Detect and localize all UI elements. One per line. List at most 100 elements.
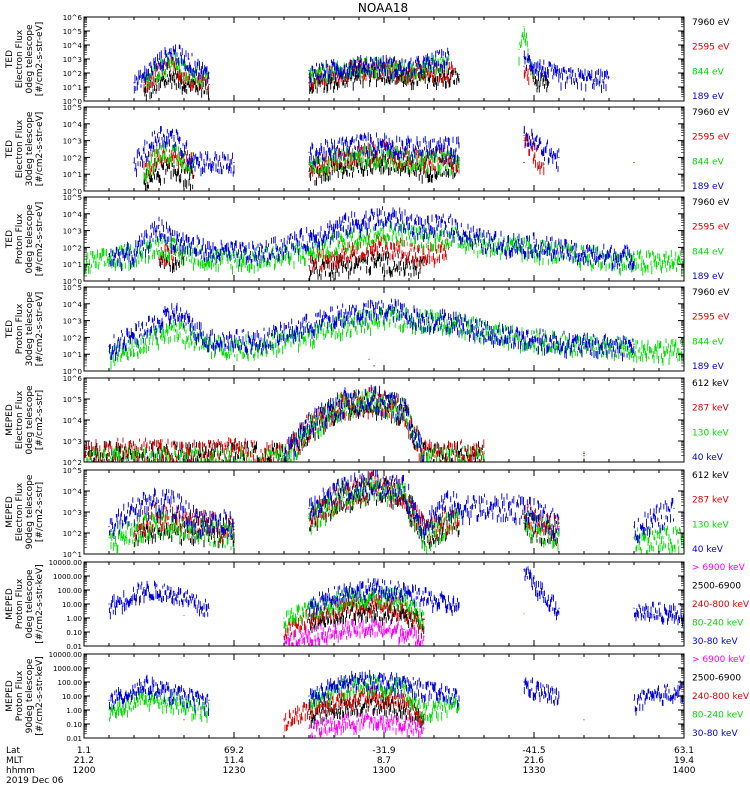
data-point-blue-3: [308, 421, 310, 423]
data-point-blue-8: [458, 603, 460, 605]
y-axis-label-line: TED: [5, 50, 15, 69]
data-point-black-8: [408, 75, 410, 77]
data-point-magenta-3: [343, 627, 345, 629]
x-tick-label-hhmm: 1400: [673, 766, 696, 776]
data-point-green-8: [458, 158, 460, 160]
data-point-blue-2: [158, 224, 160, 227]
data-point-green-4: [308, 516, 310, 518]
data-point-red-3: [343, 603, 345, 605]
legend-entry: 130 keV: [692, 520, 729, 530]
data-point-blue-10: [558, 695, 560, 697]
y-tick-label: 10^2: [63, 154, 82, 162]
y-axis-label: MEPEDElectron Flux90deg telescope[#/cm2-…: [5, 474, 45, 549]
data-point-blue-7: [423, 455, 425, 457]
y-tick-label: 10^5: [63, 467, 82, 475]
y-axis-label-line: Proton Flux: [15, 303, 25, 354]
y-axis-label-line: 30deg telescope: [25, 291, 35, 366]
data-point-blue-2: [173, 691, 175, 693]
data-point-blue-12: [533, 336, 535, 338]
data-point-black-9: [458, 73, 460, 75]
y-tick-label: 10^0: [63, 98, 82, 106]
y-axis-label-line: TED: [5, 230, 15, 249]
panel-6: 10^1 10^2 10^3 10^4 10^5 MEPEDElectron Flux90…: [5, 467, 729, 559]
series-trace-green: [83, 386, 485, 462]
y-tick-label: 1000.00: [53, 665, 82, 673]
x-tick-label-hhmm: 1330: [523, 766, 546, 776]
data-point-black-1: [163, 78, 165, 80]
data-point-blue-3: [208, 607, 210, 609]
data-point-blue-9: [458, 145, 460, 147]
data-point-green-5: [308, 425, 310, 427]
data-point-red-3: [343, 248, 345, 250]
y-tick-label: 1000.00: [53, 573, 82, 581]
panel-frame: [83, 377, 685, 463]
data-point-green-14: [533, 246, 535, 248]
data-point-blue-0: [133, 82, 135, 84]
data-point-red-3: [233, 448, 235, 450]
data-point-red-6: [403, 696, 405, 699]
data-point-blue-6: [358, 141, 360, 143]
data-point-blue-10: [558, 607, 560, 609]
series-trace-blue: [109, 470, 674, 544]
y-tick-label: 10^6: [63, 375, 83, 383]
data-point-blue-15: [633, 253, 635, 255]
data-point-black-2: [373, 699, 375, 701]
y-axis-label-line: MEPED: [5, 404, 15, 436]
data-point-green-6: [383, 151, 385, 153]
data-point-blue-11: [558, 156, 560, 158]
y-tick-label: 0.01: [66, 735, 82, 743]
series-blue: [108, 206, 635, 272]
y-axis-label-line: MEPED: [5, 496, 15, 528]
data-point-green-11: [523, 26, 525, 28]
y-tick-label: 10^3: [63, 56, 82, 64]
y-axis-label-line: [#/cm2-s-str-keV]: [35, 656, 45, 735]
panels: 10^010^110^210^310^410^510^6TEDElectron …: [5, 14, 750, 743]
data-point-green-5: [358, 153, 360, 155]
legend-entry: 80-240 keV: [692, 619, 744, 629]
data-point-green-10: [523, 519, 525, 522]
data-point-green-2: [173, 325, 175, 327]
panel-2: 10^0 10^1 10^2 10^3 10^4 10^5 TEDElectron Flux…: [5, 104, 730, 196]
series-trace-blue: [109, 669, 684, 716]
series-green: [83, 386, 685, 462]
data-point-blue-8: [458, 695, 460, 697]
y-axis-label-line: [#/cm2-s-str-eV]: [35, 202, 45, 277]
y-axis-label-line: 0deg telescope: [25, 204, 35, 274]
data-point-black-3: [403, 705, 405, 707]
y-axis-label-line: [#/cm2-s-str-eV]: [35, 292, 45, 367]
data-point-blue-5: [343, 678, 345, 681]
data-point-blue-12: [608, 76, 610, 78]
y-axis-label-line: Electron Flux: [15, 482, 25, 541]
data-point-black-1: [343, 702, 345, 704]
data-point-blue-6: [373, 677, 375, 679]
legend-entry: 2595 eV: [692, 43, 730, 53]
data-point-green-3: [193, 160, 195, 162]
data-point-black-1: [158, 168, 160, 170]
data-point-blue-6: [358, 62, 360, 64]
legend-entry: 189 eV: [692, 272, 725, 282]
y-tick-label: 10^3: [63, 318, 82, 326]
x-tick-label-mlt: 8.7: [377, 756, 391, 766]
y-tick-label: 10^0: [63, 188, 82, 196]
series-trace-blue: [133, 44, 609, 94]
data-point-blue-13: [533, 241, 535, 243]
data-point-blue-7: [383, 140, 385, 142]
data-point-blue-12: [523, 505, 525, 507]
data-point-red-0: [143, 82, 145, 84]
y-axis-label-line: [#/cm2-s-str-keV]: [35, 564, 45, 643]
y-tick-label: 10^0: [63, 278, 82, 286]
data-point-blue-5: [343, 588, 345, 590]
x-tick-label-mlt: 11.4: [224, 756, 244, 766]
x-tick-label-mlt: 19.4: [674, 756, 694, 766]
data-point-green-1: [158, 519, 160, 522]
data-point-red-8: [408, 69, 410, 72]
y-tick-label: 0.10: [66, 721, 82, 729]
data-point-blue-4: [343, 398, 345, 400]
data-point-green-1: [133, 345, 135, 347]
data-point-red-4: [373, 600, 375, 603]
y-tick-label: 10^2: [63, 70, 82, 78]
data-point-blue-2: [173, 134, 175, 137]
data-point-blue-5: [258, 250, 260, 252]
legend-entry: 189 eV: [692, 362, 725, 372]
data-point-blue-4: [208, 248, 210, 250]
